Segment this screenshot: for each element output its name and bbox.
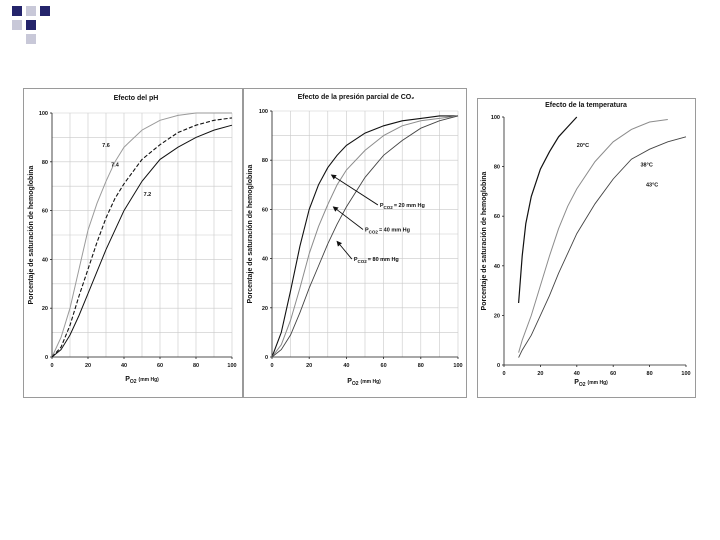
y-tick-label: 60 [494, 214, 500, 220]
x-tick-label: 80 [418, 363, 424, 369]
x-axis-label-symbol: P [574, 379, 579, 386]
x-tick-label: 20 [306, 363, 312, 369]
x-tick-label: 40 [574, 371, 580, 377]
series-label: 20°C [577, 143, 589, 149]
series-line-0 [518, 116, 578, 304]
series-line-1 [271, 115, 459, 358]
y-tick-label: 20 [494, 313, 500, 319]
series-label: 7.4 [111, 163, 120, 169]
x-axis-label-unit: (mm Hg) [588, 380, 609, 386]
x-tick-label: 0 [502, 371, 505, 377]
chart-title: Efecto de la presión parcial de CO₂ [298, 94, 415, 101]
x-tick-label: 100 [227, 363, 236, 369]
x-tick-label: 20 [85, 363, 91, 369]
series-line-1 [51, 117, 233, 358]
x-axis-label: PO2 (mm Hg) [574, 379, 608, 388]
x-axis-label-subscript: O2 [352, 381, 359, 387]
chart-panel-ph: Efecto del pH 0 20 40 60 80 100 0 20 40 60 80 100 Por… [23, 88, 243, 398]
series-label: 7.6 [102, 143, 110, 149]
y-tick-label: 40 [262, 257, 268, 263]
series-label: 43°C [646, 182, 658, 188]
y-axis-label: Porcentaje de saturación de hemoglobina [247, 164, 254, 303]
y-axis-label: Porcentaje de saturación de hemoglobina [481, 171, 488, 310]
series-label: 38°C [641, 163, 653, 169]
y-tick-label: 80 [42, 160, 48, 166]
chart-title: Efecto del pH [114, 95, 159, 102]
x-tick-label: 60 [381, 363, 387, 369]
series-label: 7.2 [144, 192, 152, 198]
series-label-subscript: CO2 [358, 259, 368, 264]
chart-panel-temperature: Efecto de la temperatura 0 20 40 60 80 100 0 20 4… [477, 98, 696, 398]
decoration-square [40, 6, 50, 16]
temperature-effect-chart: Efecto de la temperatura 0 20 40 60 80 100 0 20 4… [481, 102, 691, 388]
series-label-symbol: P [380, 203, 384, 209]
x-tick-label: 80 [647, 371, 653, 377]
series-label-value: = 40 mm Hg [379, 228, 410, 234]
x-axis-label-unit: (mm Hg) [139, 377, 160, 383]
x-tick-label: 20 [537, 371, 543, 377]
series-line-2 [518, 136, 687, 358]
decoration-square [12, 6, 22, 16]
x-axis-label-symbol: P [125, 376, 130, 383]
x-tick-label: 100 [681, 371, 690, 377]
y-tick-label: 60 [262, 207, 268, 213]
series-label: PCO2= 20 mm Hg [380, 203, 425, 210]
series-line-0 [271, 115, 458, 358]
ph-effect-chart: Efecto del pH 0 20 40 60 80 100 0 20 40 60 80 100 Por… [28, 95, 237, 385]
series-label-subscript: CO2 [369, 230, 379, 235]
corner-decoration [0, 0, 60, 60]
x-tick-label: 0 [50, 363, 53, 369]
series-label: PCO2= 80 mm Hg [354, 257, 399, 264]
x-axis-label: PO2 (mm Hg) [125, 376, 159, 385]
x-axis-label-unit: (mm Hg) [361, 379, 382, 385]
y-tick-label: 40 [42, 257, 48, 263]
x-axis-label-symbol: P [347, 378, 352, 385]
y-tick-label: 80 [494, 165, 500, 171]
series-label: PCO2= 40 mm Hg [365, 228, 410, 235]
series-label-symbol: P [365, 228, 369, 234]
decoration-square [26, 6, 36, 16]
y-tick-label: 80 [262, 158, 268, 164]
series-label-subscript: CO2 [384, 205, 394, 210]
series-line-2 [271, 115, 459, 358]
y-tick-label: 100 [491, 115, 500, 121]
series-label-value: = 20 mm Hg [394, 203, 425, 209]
series-label-arrow [332, 206, 364, 230]
x-axis-label-subscript: O2 [579, 382, 586, 388]
x-axis-label: PO2 (mm Hg) [347, 378, 381, 387]
x-tick-label: 80 [193, 363, 199, 369]
x-tick-label: 100 [453, 363, 462, 369]
series-label-symbol: P [354, 257, 358, 263]
x-tick-label: 40 [343, 363, 349, 369]
co2-effect-chart: Efecto de la presión parcial de CO₂ 0 20 40… [247, 94, 463, 387]
y-tick-label: 100 [39, 111, 48, 117]
series-label-value: = 80 mm Hg [368, 257, 399, 263]
series-line-0 [51, 112, 232, 358]
y-tick-label: 20 [262, 306, 268, 312]
x-tick-label: 60 [610, 371, 616, 377]
y-axis-label: Porcentaje de saturación de hemoglobina [28, 165, 35, 304]
y-tick-label: 100 [259, 109, 268, 115]
decoration-square [26, 20, 36, 30]
y-tick-label: 60 [42, 209, 48, 215]
x-tick-label: 0 [270, 363, 273, 369]
chart-title: Efecto de la temperatura [545, 102, 627, 109]
y-tick-label: 0 [45, 355, 48, 361]
series-label-arrow [330, 174, 379, 206]
series-line-1 [518, 119, 668, 353]
x-axis-label-subscript: O2 [130, 379, 137, 385]
series-label-arrow [336, 240, 353, 260]
decoration-square [26, 34, 36, 44]
y-tick-label: 0 [497, 363, 500, 369]
x-tick-label: 40 [121, 363, 127, 369]
x-tick-label: 60 [157, 363, 163, 369]
y-tick-label: 0 [265, 355, 268, 361]
chart-panel-co2: Efecto de la presión parcial de CO₂ 0 20 40… [243, 88, 467, 398]
decoration-square [12, 20, 22, 30]
y-tick-label: 20 [42, 306, 48, 312]
series-line-2 [51, 124, 233, 358]
y-tick-label: 40 [494, 264, 500, 270]
